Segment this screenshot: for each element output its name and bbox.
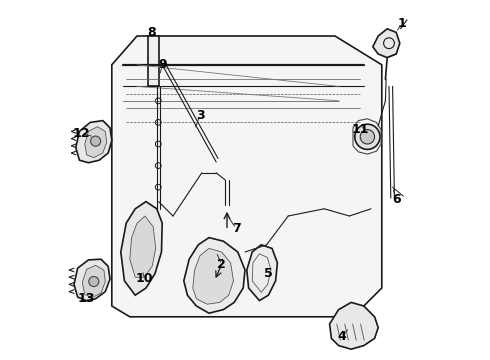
Text: 3: 3 [196, 109, 204, 122]
Polygon shape [193, 248, 233, 304]
Polygon shape [247, 245, 277, 301]
Text: 13: 13 [78, 292, 95, 305]
Polygon shape [112, 36, 382, 317]
Text: 2: 2 [217, 258, 226, 271]
Text: 10: 10 [135, 273, 153, 285]
Text: 4: 4 [338, 330, 346, 343]
Circle shape [360, 130, 374, 144]
Text: 1: 1 [397, 17, 406, 30]
Circle shape [89, 276, 99, 287]
Circle shape [355, 124, 380, 149]
Text: 7: 7 [232, 222, 241, 235]
Text: 5: 5 [264, 267, 273, 280]
Text: 8: 8 [147, 26, 156, 39]
Polygon shape [184, 238, 245, 313]
Bar [148, 36, 159, 86]
Polygon shape [82, 265, 105, 298]
Polygon shape [74, 259, 110, 301]
Polygon shape [330, 302, 378, 349]
Polygon shape [130, 216, 156, 277]
Text: 12: 12 [73, 127, 90, 140]
Text: 6: 6 [392, 193, 400, 206]
Text: 11: 11 [351, 123, 369, 136]
Text: 9: 9 [158, 58, 167, 71]
Polygon shape [85, 127, 107, 158]
Circle shape [91, 136, 100, 146]
Polygon shape [121, 202, 162, 295]
Polygon shape [373, 29, 400, 58]
Polygon shape [76, 121, 112, 163]
